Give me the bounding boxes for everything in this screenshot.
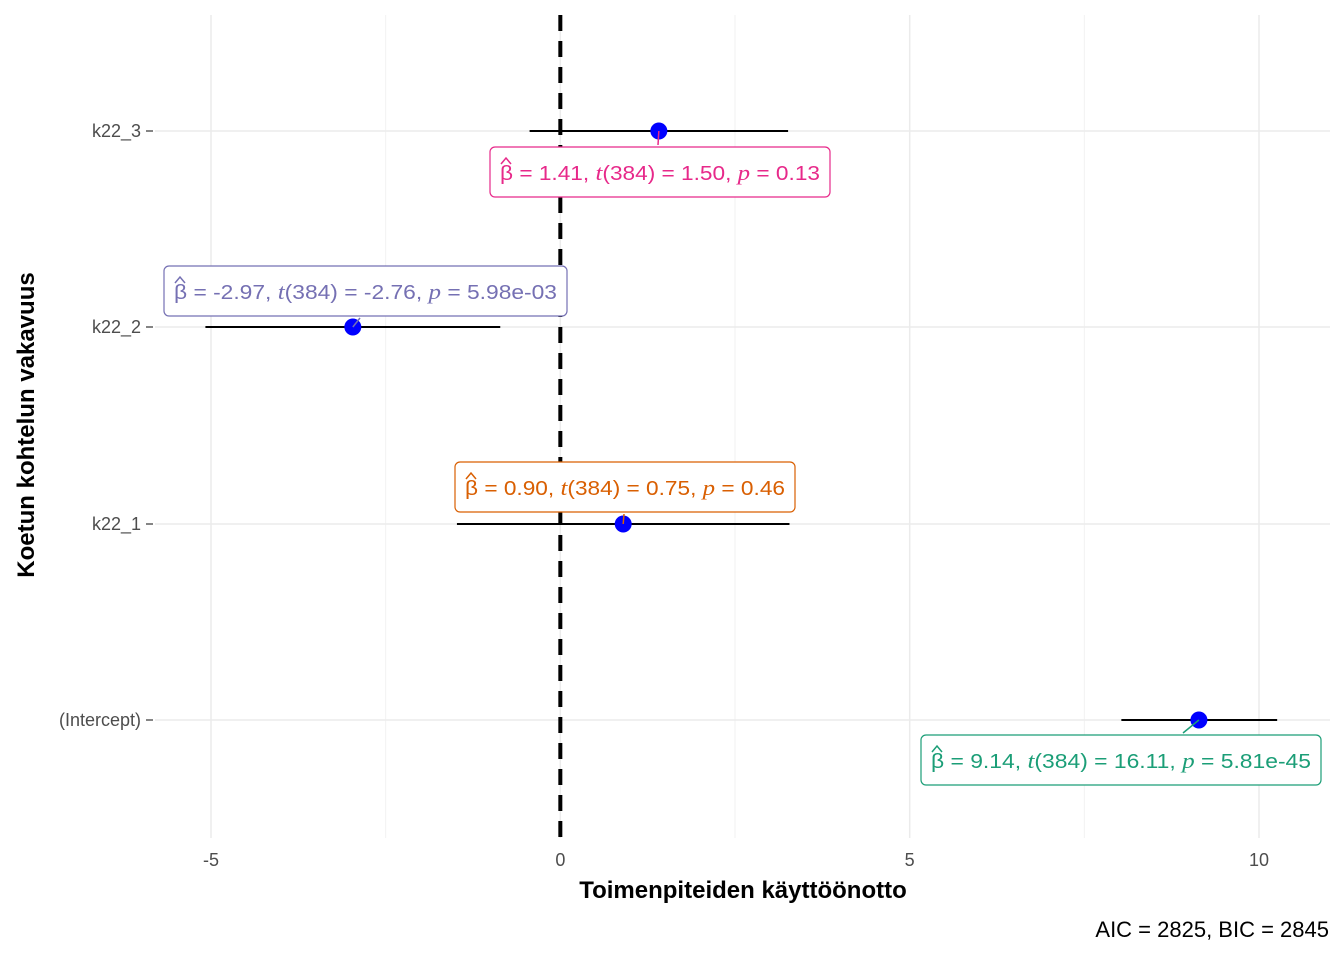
y-axis-title: Koetun kohtelun vakavuus <box>13 272 40 577</box>
beta-hat-icon <box>500 156 512 165</box>
beta-hat-icon <box>174 275 186 284</box>
beta-hat-icon <box>465 471 477 480</box>
error-bars <box>205 130 1278 721</box>
label-text: β = -2.97, t(384) = -2.76, p = 5.98e-03 <box>174 279 557 304</box>
estimate-label-k22_2: β = -2.97, t(384) = -2.76, p = 5.98e-03 <box>163 265 568 317</box>
label-box <box>489 146 831 198</box>
label-connector <box>622 513 625 525</box>
y-tick-label: (Intercept) <box>59 710 141 730</box>
label-text: β = 9.14, t(384) = 16.11, p = 5.81e-45 <box>931 748 1311 773</box>
estimate-labels: β = 9.14, t(384) = 16.11, p = 5.81e-45 β … <box>163 130 1322 786</box>
label-text: β = 1.41, t(384) = 1.50, p = 0.13 <box>500 160 820 185</box>
x-tick-label: 10 <box>1249 850 1269 870</box>
label-box <box>163 265 568 317</box>
label-text: β = 0.90, t(384) = 0.75, p = 0.46 <box>465 475 785 500</box>
x-axis-title: Toimenpiteiden käyttöönotto <box>579 877 907 904</box>
estimate-label-k22_3: β = 1.41, t(384) = 1.50, p = 0.13 <box>489 146 831 198</box>
grid-lines <box>155 15 1330 838</box>
label-connector <box>352 317 361 328</box>
label-box <box>454 461 796 513</box>
x-tick-label: -5 <box>203 850 219 870</box>
x-tick-label: 0 <box>555 850 565 870</box>
label-connector <box>1182 719 1200 734</box>
label-box <box>920 734 1322 786</box>
y-axis-ticks: (Intercept) k22_1 k22_2 k22_3 <box>59 121 153 730</box>
estimate-label-intercept: β = 9.14, t(384) = 16.11, p = 5.81e-45 <box>920 734 1322 786</box>
x-tick-label: 5 <box>905 850 915 870</box>
estimate-label-k22_1: β = 0.90, t(384) = 0.75, p = 0.46 <box>454 461 796 513</box>
y-tick-label: k22_2 <box>92 317 141 338</box>
estimate-points <box>344 122 1208 729</box>
y-tick-label: k22_3 <box>92 121 141 142</box>
beta-hat-icon <box>931 744 943 753</box>
model-fit-caption: AIC = 2825, BIC = 2845 <box>1095 917 1329 942</box>
label-connector <box>657 130 660 146</box>
x-axis-ticks: -5 0 5 10 <box>203 850 1269 870</box>
y-tick-label: k22_1 <box>92 514 141 535</box>
